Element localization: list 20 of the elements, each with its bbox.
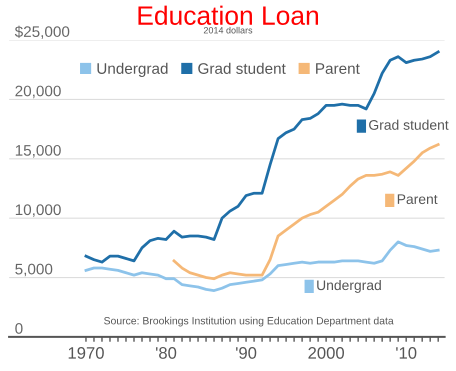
- annotation: Undergrad: [317, 280, 381, 293]
- legend-label: Parent: [316, 63, 360, 74]
- y-tick-label: $25,000: [14, 26, 70, 39]
- chart-subtitle: 2014 dollars: [204, 26, 252, 34]
- x-tick-label: 2000: [308, 347, 344, 359]
- y-tick-label: 5,000: [15, 264, 52, 276]
- chart-title: Education Loan: [138, 6, 318, 25]
- y-tick-label: 10,000: [16, 204, 61, 217]
- y-tick-label: 0: [15, 323, 23, 334]
- legend-label: Undergrad: [97, 62, 168, 77]
- legend-label: Grad student: [198, 62, 286, 74]
- annotation: Parent: [398, 194, 438, 204]
- x-tick-label: 1970: [68, 347, 104, 359]
- annotation: Source: Brookings Institution using Education Department data: [104, 316, 394, 326]
- annotation: Grad student: [369, 120, 449, 130]
- y-tick-label: 20,000: [15, 86, 61, 98]
- y-tick-label: 15,000: [16, 144, 61, 158]
- x-tick-label: '90: [236, 347, 256, 359]
- x-tick-label: '80: [156, 347, 176, 359]
- x-tick-label: '10: [396, 347, 416, 359]
